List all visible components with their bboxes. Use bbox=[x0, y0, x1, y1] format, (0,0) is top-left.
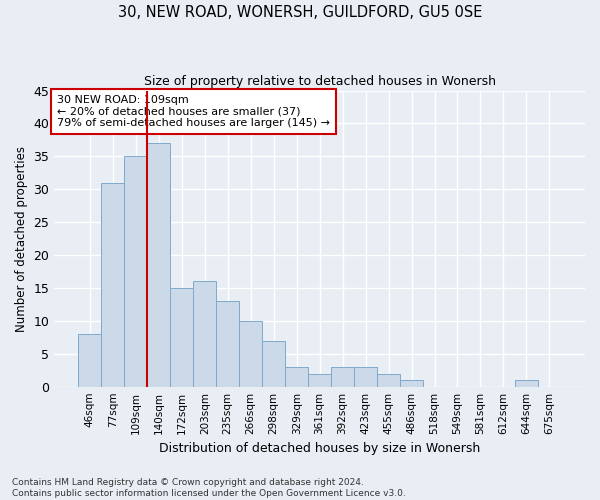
Bar bbox=[308, 374, 331, 386]
Bar bbox=[101, 182, 124, 386]
Bar bbox=[285, 367, 308, 386]
Bar bbox=[354, 367, 377, 386]
Text: 30, NEW ROAD, WONERSH, GUILDFORD, GU5 0SE: 30, NEW ROAD, WONERSH, GUILDFORD, GU5 0S… bbox=[118, 5, 482, 20]
Bar bbox=[79, 334, 101, 386]
Bar bbox=[239, 321, 262, 386]
Text: Contains HM Land Registry data © Crown copyright and database right 2024.
Contai: Contains HM Land Registry data © Crown c… bbox=[12, 478, 406, 498]
Title: Size of property relative to detached houses in Wonersh: Size of property relative to detached ho… bbox=[143, 75, 496, 88]
Bar bbox=[148, 143, 170, 386]
Y-axis label: Number of detached properties: Number of detached properties bbox=[15, 146, 28, 332]
Bar bbox=[216, 301, 239, 386]
Bar bbox=[193, 282, 216, 387]
Bar bbox=[124, 156, 148, 386]
Bar bbox=[377, 374, 400, 386]
Bar bbox=[331, 367, 354, 386]
Bar bbox=[400, 380, 423, 386]
Bar bbox=[170, 288, 193, 386]
Text: 30 NEW ROAD: 109sqm
← 20% of detached houses are smaller (37)
79% of semi-detach: 30 NEW ROAD: 109sqm ← 20% of detached ho… bbox=[57, 95, 330, 128]
X-axis label: Distribution of detached houses by size in Wonersh: Distribution of detached houses by size … bbox=[159, 442, 480, 455]
Bar bbox=[515, 380, 538, 386]
Bar bbox=[262, 340, 285, 386]
